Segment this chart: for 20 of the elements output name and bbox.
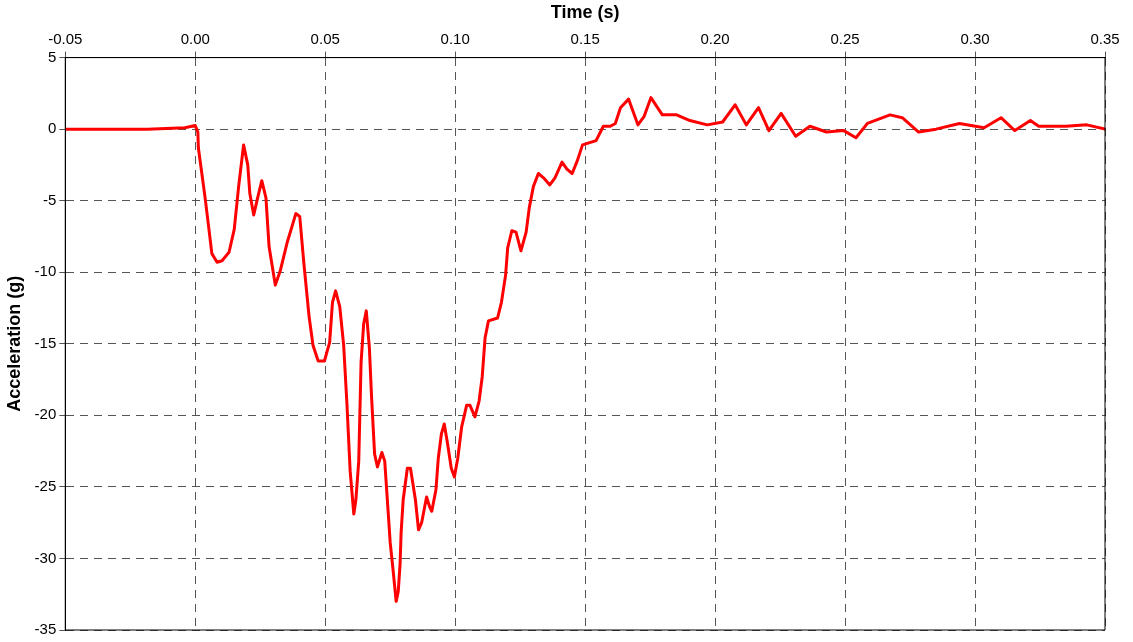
y-tick-label: -5 bbox=[42, 190, 57, 208]
x-tick-label: 0.05 bbox=[310, 29, 340, 47]
y-tick-label: -25 bbox=[34, 477, 57, 495]
x-tick-label: 0.00 bbox=[180, 29, 210, 47]
y-axis-title: Acceleration (g) bbox=[3, 275, 24, 412]
x-tick-label: -0.05 bbox=[48, 29, 83, 47]
x-axis-title: Time (s) bbox=[550, 1, 620, 22]
y-tick-label: 5 bbox=[47, 47, 57, 65]
x-tick-label: 0.35 bbox=[1090, 29, 1120, 47]
y-tick-label: -15 bbox=[34, 333, 57, 351]
x-tick-label: 0.25 bbox=[830, 29, 860, 47]
x-tick-label: 0.15 bbox=[570, 29, 600, 47]
x-tick-label: 0.30 bbox=[960, 29, 990, 47]
x-tick-label: 0.10 bbox=[440, 29, 470, 47]
y-tick-label: -20 bbox=[34, 405, 57, 423]
x-tick-label: 0.20 bbox=[700, 29, 730, 47]
y-tick-label: 0 bbox=[47, 119, 57, 137]
y-tick-label: -10 bbox=[34, 262, 57, 280]
y-tick-label: -35 bbox=[34, 620, 57, 638]
y-tick-label: -30 bbox=[34, 548, 57, 566]
